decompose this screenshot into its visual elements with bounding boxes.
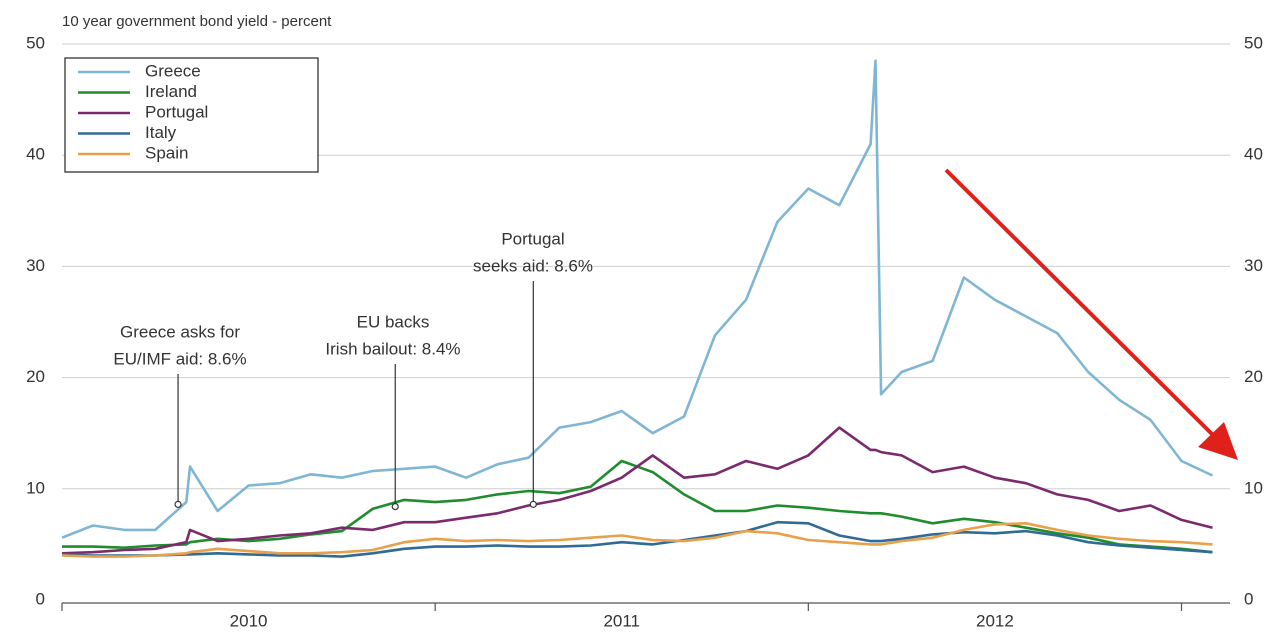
series-line	[61, 59, 1214, 539]
annotation-point	[391, 502, 399, 511]
y2-tick-label: 0	[1244, 589, 1253, 608]
y2-tick-label: 20	[1244, 367, 1263, 386]
lines	[61, 59, 1214, 558]
y-tick-label: 40	[26, 145, 45, 164]
x-tick-label: 2010	[230, 611, 268, 630]
annotation-text: EU backs	[357, 312, 430, 331]
series-line	[61, 426, 1213, 555]
series-line	[61, 522, 1213, 558]
y-tick-label: 20	[26, 367, 45, 386]
annotation-text: Irish bailout: 8.4%	[325, 339, 460, 358]
annotation-text: Greece asks for	[120, 322, 240, 341]
y2-tick-label: 10	[1244, 478, 1263, 497]
y-tick-label: 10	[26, 478, 45, 497]
annotation-point	[529, 500, 537, 508]
y2-tick-label: 30	[1244, 256, 1263, 275]
legend-label: Greece	[145, 61, 201, 80]
series-line	[61, 520, 1213, 558]
arrow-shaft	[944, 168, 1220, 442]
y-tick-label: 0	[36, 589, 45, 608]
annotation-text: seeks aid: 8.6%	[473, 256, 593, 275]
legend-label: Italy	[145, 123, 177, 142]
annotation-point	[174, 500, 182, 508]
y-tick-label: 50	[26, 33, 45, 52]
legend-label: Portugal	[145, 102, 208, 121]
x-tick-label: 2012	[976, 611, 1014, 630]
x-tick-label: 2011	[603, 611, 640, 630]
y2-tick-label: 40	[1244, 145, 1263, 164]
annotation-text: Portugal	[501, 229, 564, 248]
arrow-head	[1198, 422, 1238, 460]
chart-title: 10 year government bond yield - percent	[62, 13, 332, 30]
y2-tick-label: 50	[1244, 33, 1263, 52]
legend-label: Ireland	[145, 82, 197, 101]
legend-label: Spain	[145, 143, 188, 162]
annotation-text: EU/IMF aid: 8.6%	[113, 349, 246, 368]
y-tick-label: 30	[26, 256, 45, 275]
trend-arrow	[944, 168, 1238, 460]
